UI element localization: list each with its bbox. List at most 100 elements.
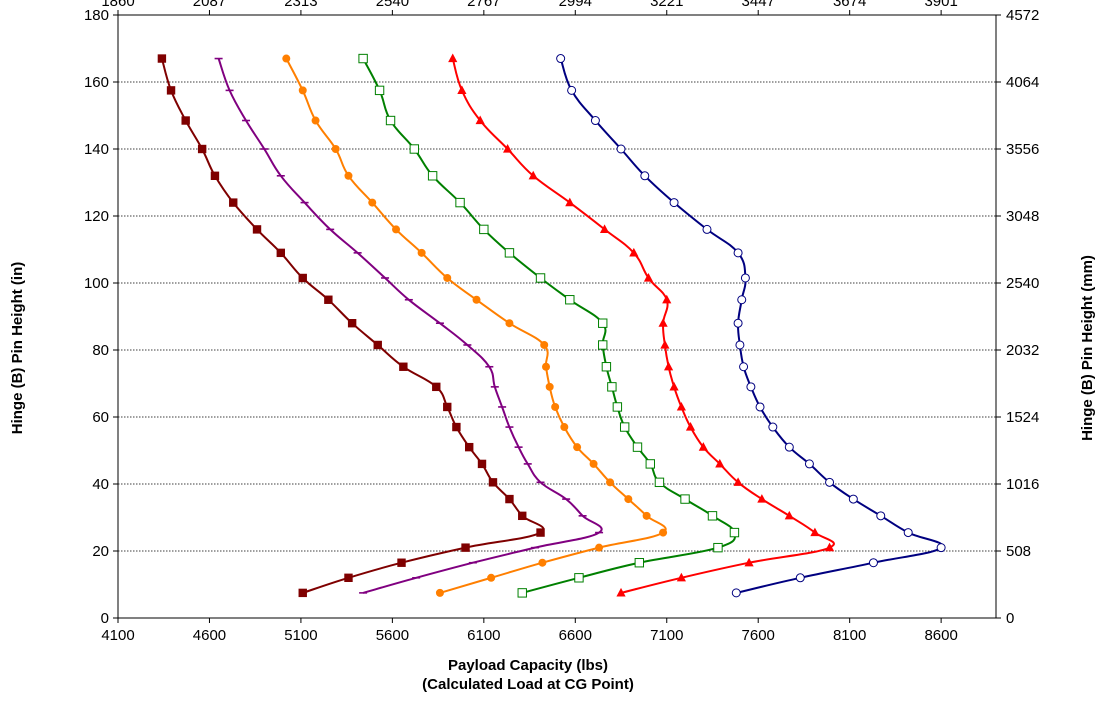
series-2-point xyxy=(487,573,496,582)
y-tick-label: 120 xyxy=(84,208,109,225)
series-5-point xyxy=(590,116,600,126)
series-0-point xyxy=(536,528,545,537)
series-3-point xyxy=(607,382,617,392)
series-2-line xyxy=(285,58,667,594)
series-2-point xyxy=(560,423,569,432)
y2-tick-label: 2540 xyxy=(1006,275,1039,292)
series-2-point xyxy=(472,295,481,304)
series-2-point xyxy=(435,588,444,597)
series-4-point xyxy=(528,170,538,180)
series-4-point xyxy=(685,422,696,431)
series-3-point xyxy=(632,442,643,452)
series-5-point xyxy=(903,528,913,538)
series-5-point xyxy=(795,573,805,583)
series-4-point xyxy=(824,542,835,552)
series-2-point xyxy=(505,319,514,328)
y2-tick-label: 3048 xyxy=(1006,208,1039,225)
series-3-point xyxy=(358,53,368,64)
series-3-point xyxy=(504,248,515,258)
y-tick-label: 60 xyxy=(92,409,109,426)
series-5-point xyxy=(616,144,626,154)
series-2-point xyxy=(282,54,291,63)
series-3-point xyxy=(385,115,396,126)
series-0-point xyxy=(488,478,498,487)
series-5-point xyxy=(733,318,743,328)
series-4-point xyxy=(676,401,686,411)
series-0-point xyxy=(276,248,285,258)
series-0-point xyxy=(197,144,207,154)
series-2-point xyxy=(538,558,547,567)
series-1-line xyxy=(217,58,603,594)
x-tick-label: 8100 xyxy=(833,627,866,644)
series-5-point xyxy=(784,442,794,452)
y-tick-label: 40 xyxy=(92,476,109,493)
x-tick-label: 7100 xyxy=(650,627,683,644)
series-3-point xyxy=(409,144,420,154)
top-tick-label: 3447 xyxy=(742,0,775,10)
series-3-point xyxy=(479,224,489,235)
series-5-point xyxy=(848,494,858,504)
series-3-point xyxy=(427,171,438,181)
series-1 xyxy=(214,57,604,594)
series-4-point xyxy=(744,557,754,567)
series-5-point xyxy=(825,477,835,487)
series-2-point xyxy=(573,443,582,452)
series-4-point xyxy=(475,115,485,125)
series-5-point xyxy=(567,85,577,95)
series-0 xyxy=(157,54,545,598)
series-0-point xyxy=(344,573,353,582)
series-3-point xyxy=(565,295,575,305)
series-0-point xyxy=(229,198,238,207)
series-0-point xyxy=(432,382,441,392)
series-4-point xyxy=(757,494,767,503)
series-5-point xyxy=(936,543,946,553)
axis-ticks: 4100 4600 5100 5600 6100 6600 7100 7600 8100 8600… xyxy=(84,0,1039,644)
series-3-point xyxy=(598,340,608,350)
x-tick-label: 7600 xyxy=(742,627,775,644)
series-0-point xyxy=(298,273,307,283)
series-0-point xyxy=(181,116,190,125)
series-2-point xyxy=(642,511,651,520)
plot-area-frame xyxy=(117,14,997,619)
series-layer xyxy=(157,53,946,598)
series-3-point xyxy=(707,511,718,521)
y2-tick-label: 4572 xyxy=(1006,7,1039,24)
series-0-point xyxy=(166,86,176,95)
series-5-point xyxy=(733,248,743,258)
series-5-point xyxy=(735,340,745,350)
series-4-point xyxy=(676,572,686,582)
series-2-point xyxy=(545,382,554,391)
x-axis-subtitle: (Calculated Load at CG Point) xyxy=(422,676,634,693)
series-4-point xyxy=(629,247,639,257)
y2-tick-label: 4064 xyxy=(1006,74,1039,91)
series-4-point xyxy=(784,510,794,520)
series-4-point xyxy=(733,477,743,486)
y-axis-title: Hinge (B) Pin Height (in) xyxy=(9,262,26,434)
y2-tick-label: 3556 xyxy=(1006,141,1039,158)
series-3-point xyxy=(713,542,723,553)
series-2-point xyxy=(606,478,615,487)
series-5-point xyxy=(556,54,566,64)
series-2-point xyxy=(392,225,401,234)
series-0-point xyxy=(347,319,357,328)
series-4-point xyxy=(457,85,467,94)
series-5-point xyxy=(746,382,756,392)
series-2-point xyxy=(542,362,551,371)
series-0-point xyxy=(252,225,262,234)
series-2-point xyxy=(331,145,340,153)
series-4-point xyxy=(616,587,626,597)
series-4-point xyxy=(448,53,458,63)
y2-tick-label: 2032 xyxy=(1006,342,1039,359)
series-3-point xyxy=(645,459,655,469)
series-4-point xyxy=(669,381,679,391)
series-3-point xyxy=(729,527,740,538)
series-3-point xyxy=(612,402,623,412)
series-3-point xyxy=(601,362,612,372)
series-4-point xyxy=(810,527,820,537)
series-3-line xyxy=(362,58,736,594)
series-0-point xyxy=(298,588,307,598)
series-4-point xyxy=(565,197,575,207)
series-5 xyxy=(556,54,946,598)
series-0-point xyxy=(461,543,470,552)
series-2-point xyxy=(540,340,549,349)
